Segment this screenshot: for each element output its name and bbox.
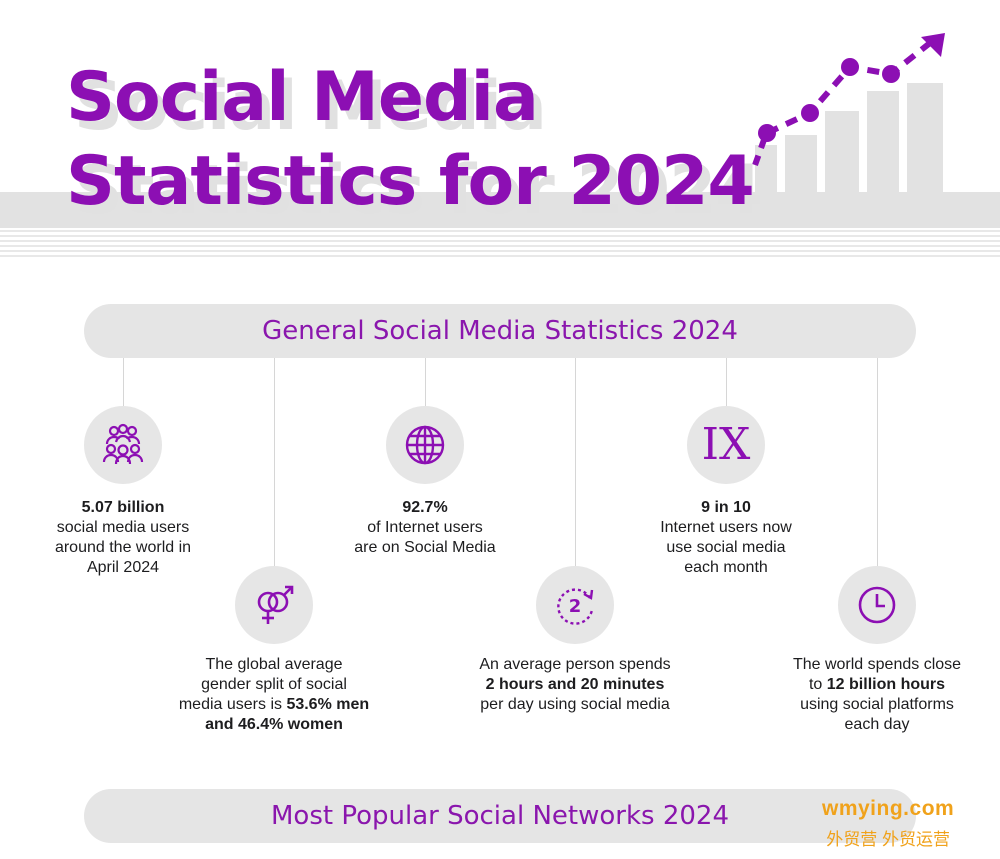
general-stats-header: General Social Media Statistics 2024 bbox=[84, 304, 916, 358]
stat-users-line: social media users bbox=[56, 519, 190, 536]
stat-time-value: 2 hours and 20 minutes bbox=[485, 676, 665, 693]
stat-monthly-line: each month bbox=[684, 559, 768, 576]
globe-icon-circle bbox=[386, 406, 464, 484]
general-stats-title: General Social Media Statistics 2024 bbox=[262, 316, 738, 346]
stat-monthly-line: Internet users now bbox=[660, 519, 792, 536]
connector-line bbox=[726, 358, 727, 406]
stat-time-line: An average person spends bbox=[479, 656, 671, 673]
stat-gender-line: gender split of social bbox=[201, 676, 347, 693]
page-title-line2: Statistics for 2024 bbox=[66, 142, 755, 221]
watermark-tagline: 外贸营 外贸运营 bbox=[826, 830, 950, 849]
stat-hours-line: to bbox=[808, 676, 827, 693]
growth-chart-icon bbox=[752, 33, 945, 205]
stat-internet-line: of Internet users bbox=[367, 519, 483, 536]
roman-nine-icon-circle: IX bbox=[687, 406, 765, 484]
stat-hours-line: using social platforms bbox=[800, 696, 954, 713]
header-stripes bbox=[0, 230, 1000, 258]
connector-line bbox=[575, 358, 576, 568]
stat-internet: 92.7% of Internet users are on Social Me… bbox=[305, 498, 545, 558]
stat-users-value: 5.07 billion bbox=[81, 499, 165, 516]
svg-text:2: 2 bbox=[569, 596, 582, 617]
watermark: wmying.com 外贸营 外贸运营 bbox=[822, 797, 954, 850]
clock-icon bbox=[858, 586, 896, 624]
social-networks-title: Most Popular Social Networks 2024 bbox=[271, 801, 729, 831]
stat-hours: The world spends close to 12 billion hou… bbox=[757, 655, 997, 735]
connector-line bbox=[274, 358, 275, 568]
roman-nine-icon: IX bbox=[701, 419, 751, 470]
stat-hours-line: The world spends close bbox=[792, 656, 962, 673]
stat-users-line: around the world in bbox=[54, 539, 192, 556]
stat-gender-value: and 46.4% women bbox=[205, 716, 343, 733]
stat-internet-value: 92.7% bbox=[402, 499, 448, 516]
stat-time-line: per day using social media bbox=[480, 696, 670, 713]
connector-line bbox=[877, 358, 878, 568]
globe-icon bbox=[405, 425, 445, 465]
gender-icon-circle bbox=[235, 566, 313, 644]
connector-line bbox=[425, 358, 426, 406]
stat-monthly-value: 9 in 10 bbox=[701, 499, 751, 516]
gender-icon bbox=[257, 585, 294, 624]
stat-hours-value: 12 billion hours bbox=[826, 676, 946, 693]
stat-hours-line: each day bbox=[844, 716, 910, 733]
watermark-domain: wmying.com bbox=[822, 797, 955, 820]
page-title-line1: Social Media bbox=[66, 58, 539, 137]
stat-gender: The global average gender split of socia… bbox=[154, 655, 394, 735]
clock-two-icon: 2 bbox=[557, 588, 594, 625]
connector-line bbox=[123, 358, 124, 406]
stat-internet-line: are on Social Media bbox=[354, 539, 496, 556]
clock-icon-circle bbox=[838, 566, 916, 644]
users-group-icon bbox=[102, 423, 144, 465]
stat-time: An average person spends 2 hours and 20 … bbox=[445, 655, 705, 715]
users-group-icon-circle bbox=[84, 406, 162, 484]
stat-monthly: 9 in 10 Internet users now use social me… bbox=[606, 498, 846, 578]
clock-two-icon-circle: 2 bbox=[536, 566, 614, 644]
stat-gender-value: 53.6% men bbox=[286, 696, 370, 713]
stat-gender-line: The global average bbox=[205, 656, 343, 673]
stat-gender-line: media users is bbox=[178, 696, 287, 713]
social-networks-header: Most Popular Social Networks 2024 bbox=[84, 789, 916, 843]
stat-users: 5.07 billion social media users around t… bbox=[3, 498, 243, 578]
stat-users-line: April 2024 bbox=[86, 559, 160, 576]
stat-monthly-line: use social media bbox=[666, 539, 786, 556]
